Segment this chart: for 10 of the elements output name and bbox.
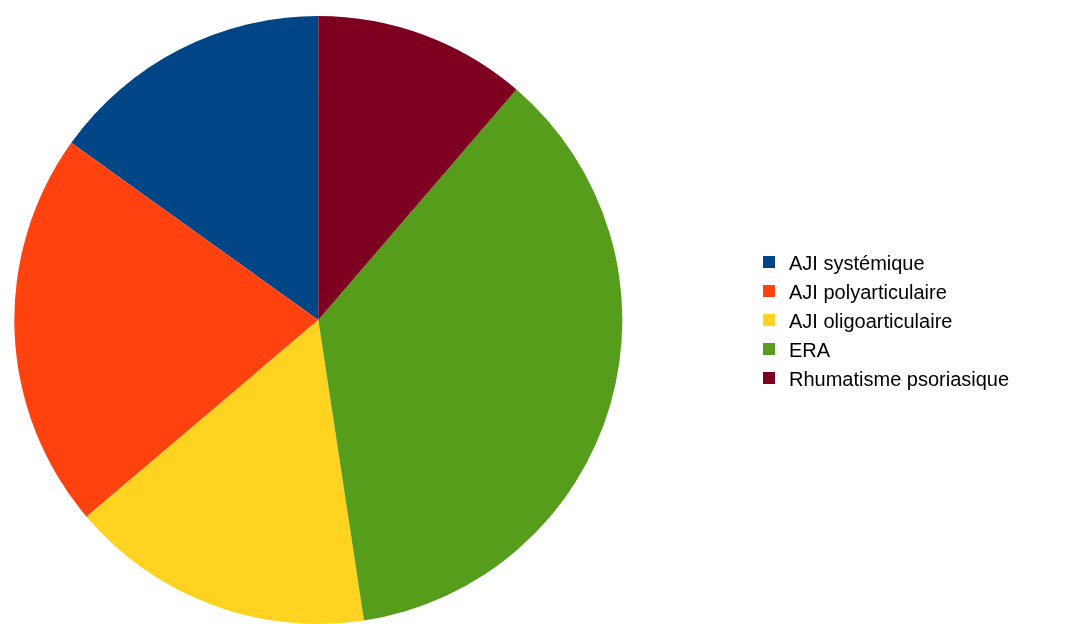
legend-label: AJI oligoarticulaire: [789, 309, 953, 332]
pie-slice: [14, 142, 319, 517]
legend-label: ERA: [789, 338, 831, 361]
legend-label: AJI systémique: [789, 251, 925, 274]
pie-slice: [318, 89, 623, 621]
pie-slice: [318, 16, 517, 320]
legend-label: Rhumatisme psoriasique: [789, 367, 1010, 390]
legend-label: AJI polyarticulaire: [789, 280, 947, 303]
pie-slice: [86, 320, 364, 624]
pie-slice: [71, 16, 319, 320]
